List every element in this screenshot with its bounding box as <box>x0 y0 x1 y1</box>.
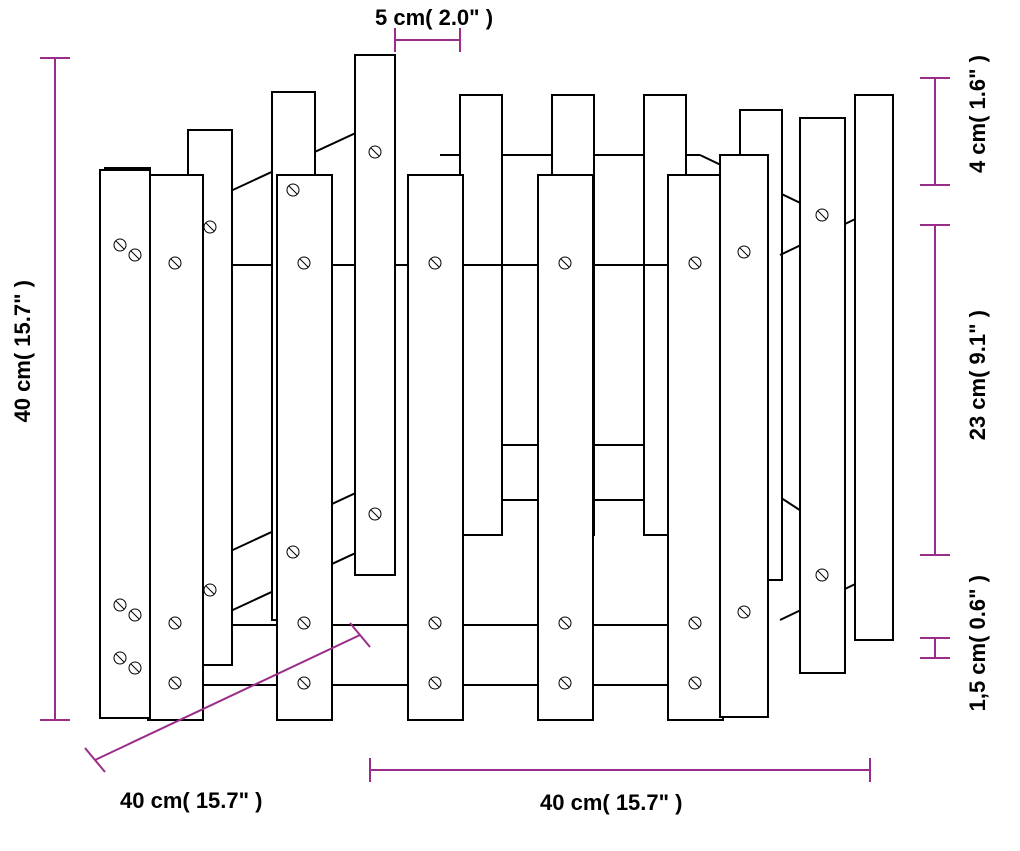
dim-top-gap: 4 cm( 1.6" ) <box>965 55 991 173</box>
right-slats <box>720 95 893 717</box>
dim-bottom-gap: 1,5 cm( 0.6" ) <box>965 575 991 711</box>
dim-depth: 40 cm( 15.7" ) <box>120 788 263 814</box>
dim-height-total: 40 cm( 15.7" ) <box>10 280 36 423</box>
planter-drawing <box>100 55 893 720</box>
planter-diagram: 40 cm( 15.7" ) 5 cm( 2.0" ) 40 cm( 15.7"… <box>0 0 1020 846</box>
diagram-svg <box>0 0 1020 846</box>
dim-slat-width: 5 cm( 2.0" ) <box>375 5 493 31</box>
dim-width: 40 cm( 15.7" ) <box>540 790 683 816</box>
dim-mid-height: 23 cm( 9.1" ) <box>965 310 991 440</box>
